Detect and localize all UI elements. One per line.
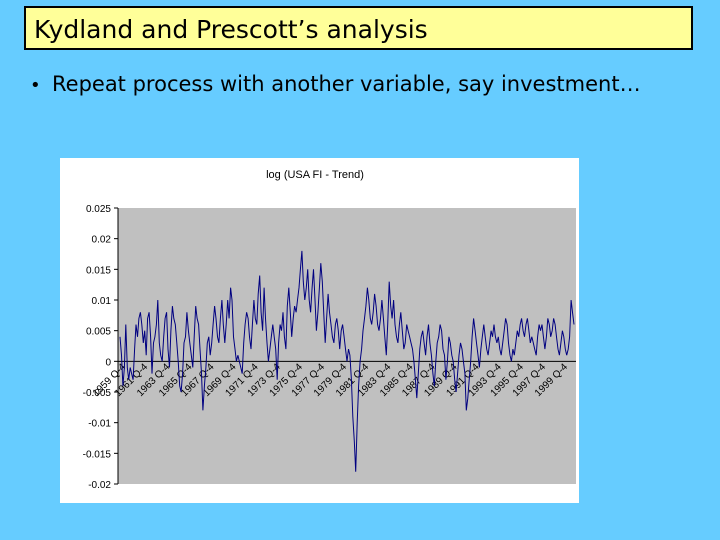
y-tick-label: -0.005: [83, 388, 112, 399]
chart-title: log (USA FI - Trend): [266, 169, 364, 181]
bullet-text: Repeat process with another variable, sa…: [52, 72, 641, 96]
slide-title: Kydland and Prescott’s analysis: [34, 15, 428, 44]
y-tick-label: 0.005: [86, 327, 111, 338]
plot-area: [118, 208, 576, 484]
y-tick-label: 0.015: [86, 265, 111, 276]
y-tick-label: 0.01: [92, 296, 112, 307]
bullet-marker: •: [30, 75, 41, 96]
slide-title-box: Kydland and Prescott’s analysis: [24, 6, 693, 50]
chart: log (USA FI - Trend) 0.025 0.02 0.015 0.01 0…: [83, 169, 576, 491]
y-tick-label: 0: [105, 357, 111, 368]
chart-container: log (USA FI - Trend) 0.025 0.02 0.015 0.01 0…: [60, 158, 579, 503]
y-tick-label: -0.02: [88, 480, 111, 491]
y-tick-label: 0.025: [86, 204, 111, 215]
y-tick-label: -0.01: [88, 419, 111, 430]
bullet-item: • Repeat process with another variable, s…: [30, 72, 641, 96]
y-tick-label: -0.015: [83, 449, 112, 460]
series-line: [119, 250, 575, 472]
y-tick-label: 0.02: [92, 235, 112, 246]
